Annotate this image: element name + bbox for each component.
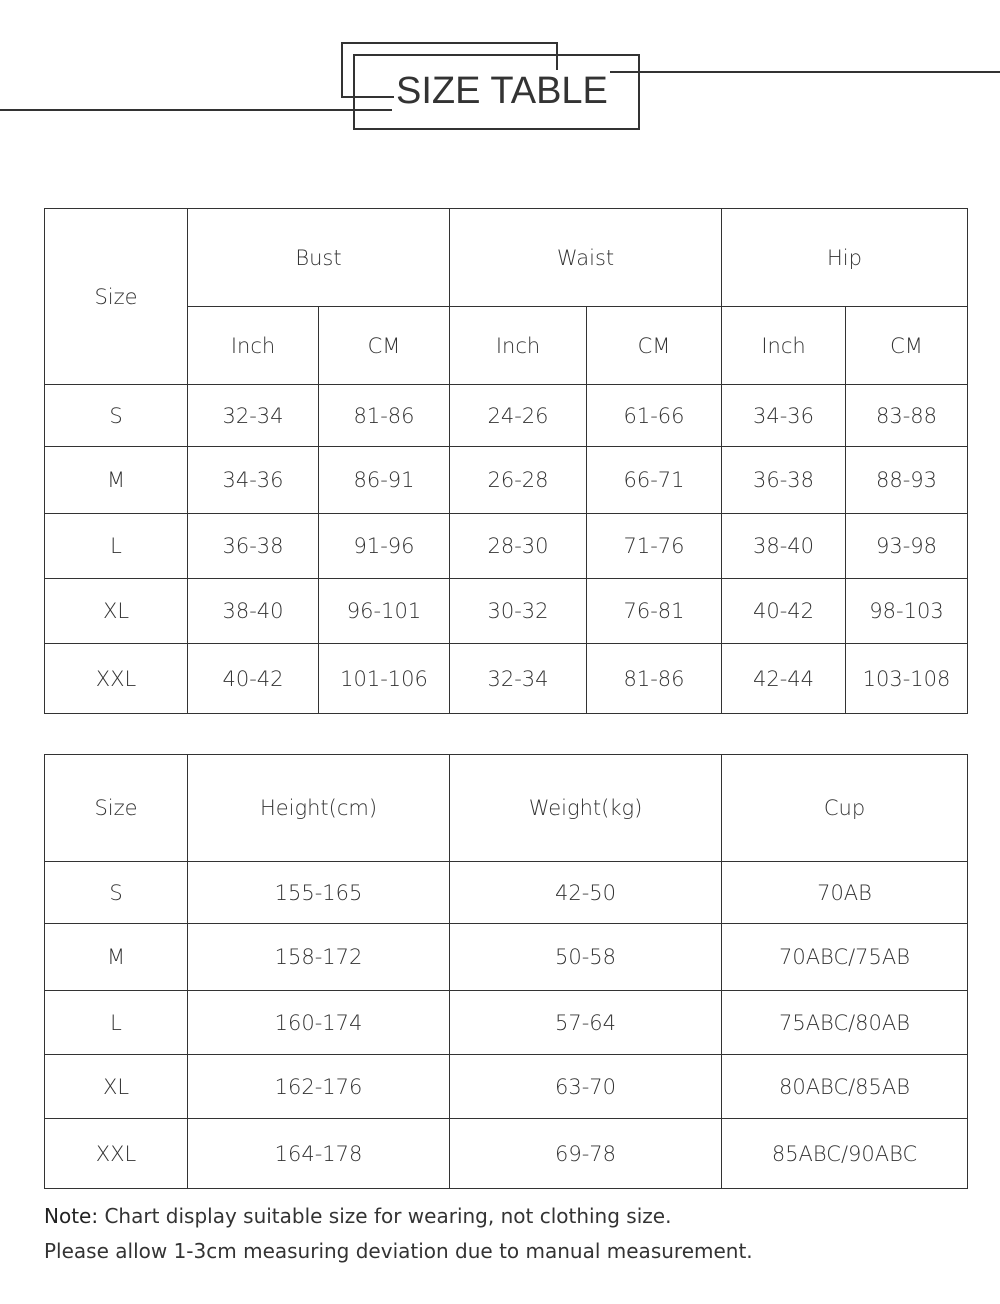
column-header: Height(cm) — [187, 754, 450, 862]
table-cell: 75ABC/80AB — [721, 990, 968, 1055]
size-cell: XXL — [44, 643, 188, 714]
size-cell: M — [44, 923, 188, 991]
table-cell: 32-34 — [449, 643, 587, 714]
note-line-1: Note: Chart display suitable size for we… — [44, 1204, 671, 1228]
table-cell: 38-40 — [187, 578, 319, 644]
size-cell: M — [44, 446, 188, 514]
column-header: Weight(kg) — [449, 754, 722, 862]
table-row: L 160-174 57-64 75ABC/80AB — [44, 990, 968, 1055]
table-cell: 101-106 — [318, 643, 450, 714]
table-cell: 40-42 — [187, 643, 319, 714]
table-cell: 88-93 — [845, 446, 968, 514]
front-frame — [353, 54, 640, 130]
table-cell: 36-38 — [721, 446, 846, 514]
table-cell: 103-108 — [845, 643, 968, 714]
table-cell: 42-50 — [449, 861, 722, 924]
table-cell: 85ABC/90ABC — [721, 1118, 968, 1189]
right-rule — [605, 71, 1000, 73]
table-cell: 86-91 — [318, 446, 450, 514]
table-row: XXL 164-178 69-78 85ABC/90ABC — [44, 1118, 968, 1189]
table-cell: 70AB — [721, 861, 968, 924]
table-cell: 36-38 — [187, 513, 319, 579]
table-cell: 61-66 — [586, 384, 722, 447]
note-line-2: Please allow 1-3cm measuring deviation d… — [44, 1239, 753, 1263]
unit-header: Inch — [187, 306, 319, 385]
table-cell: 93-98 — [845, 513, 968, 579]
table-cell: 50-58 — [449, 923, 722, 991]
unit-header: CM — [586, 306, 722, 385]
unit-header: CM — [318, 306, 450, 385]
table-cell: 81-86 — [318, 384, 450, 447]
table-cell: 83-88 — [845, 384, 968, 447]
table-cell: 98-103 — [845, 578, 968, 644]
unit-header: CM — [845, 306, 968, 385]
table-cell: 42-44 — [721, 643, 846, 714]
waist-header: Waist — [449, 208, 722, 307]
table-cell: 38-40 — [721, 513, 846, 579]
column-header: Cup — [721, 754, 968, 862]
table-cell: 66-71 — [586, 446, 722, 514]
size-cell: XXL — [44, 1118, 188, 1189]
table-cell: 63-70 — [449, 1054, 722, 1119]
size-cell: L — [44, 513, 188, 579]
table-row: S 155-165 42-50 70AB — [44, 861, 968, 924]
table-cell: 81-86 — [586, 643, 722, 714]
note-label: Note: — [44, 1204, 99, 1228]
table-cell: 96-101 — [318, 578, 450, 644]
size-cell: S — [44, 861, 188, 924]
table-row: XL 38-40 96-101 30-32 76-81 40-42 98-103 — [44, 578, 968, 644]
table-row: M 158-172 50-58 70ABC/75AB — [44, 923, 968, 991]
table-cell: 162-176 — [187, 1054, 450, 1119]
measurement-table: Size Bust Waist Hip Inch CM Inch CM Inch CM S… — [44, 208, 968, 714]
hip-header: Hip — [721, 208, 968, 307]
column-header: Size — [44, 754, 188, 862]
table-row: M 34-36 86-91 26-28 66-71 36-38 88-93 — [44, 446, 968, 514]
table-cell: 34-36 — [721, 384, 846, 447]
table-row: XL 162-176 63-70 80ABC/85AB — [44, 1054, 968, 1119]
table-cell: 70ABC/75AB — [721, 923, 968, 991]
table-cell: 24-26 — [449, 384, 587, 447]
table-row: S 32-34 81-86 24-26 61-66 34-36 83-88 — [44, 384, 968, 447]
note-text-1: Chart display suitable size for wearing,… — [104, 1204, 672, 1228]
size-cell: XL — [44, 578, 188, 644]
page-title: SIZE TABLE — [394, 70, 610, 113]
left-rule — [0, 109, 392, 111]
table-cell: 69-78 — [449, 1118, 722, 1189]
table-cell: 80ABC/85AB — [721, 1054, 968, 1119]
table-cell: 30-32 — [449, 578, 587, 644]
unit-header: Inch — [721, 306, 846, 385]
table-cell: 91-96 — [318, 513, 450, 579]
table-cell: 158-172 — [187, 923, 450, 991]
size-header: Size — [44, 208, 188, 385]
unit-header: Inch — [449, 306, 587, 385]
table-cell: 40-42 — [721, 578, 846, 644]
size-cell: XL — [44, 1054, 188, 1119]
table-cell: 32-34 — [187, 384, 319, 447]
table-cell: 34-36 — [187, 446, 319, 514]
table-cell: 28-30 — [449, 513, 587, 579]
bust-header: Bust — [187, 208, 450, 307]
table-cell: 160-174 — [187, 990, 450, 1055]
table-cell: 164-178 — [187, 1118, 450, 1189]
size-cell: S — [44, 384, 188, 447]
fit-table: Size Height(cm) Weight(kg) Cup S 155-165 42-5… — [44, 754, 968, 1189]
table-row: L 36-38 91-96 28-30 71-76 38-40 93-98 — [44, 513, 968, 579]
table-cell: 57-64 — [449, 990, 722, 1055]
size-cell: L — [44, 990, 188, 1055]
table-cell: 71-76 — [586, 513, 722, 579]
table-row: XXL 40-42 101-106 32-34 81-86 42-44 103-108 — [44, 643, 968, 714]
table-cell: 26-28 — [449, 446, 587, 514]
table-cell: 155-165 — [187, 861, 450, 924]
table-cell: 76-81 — [586, 578, 722, 644]
